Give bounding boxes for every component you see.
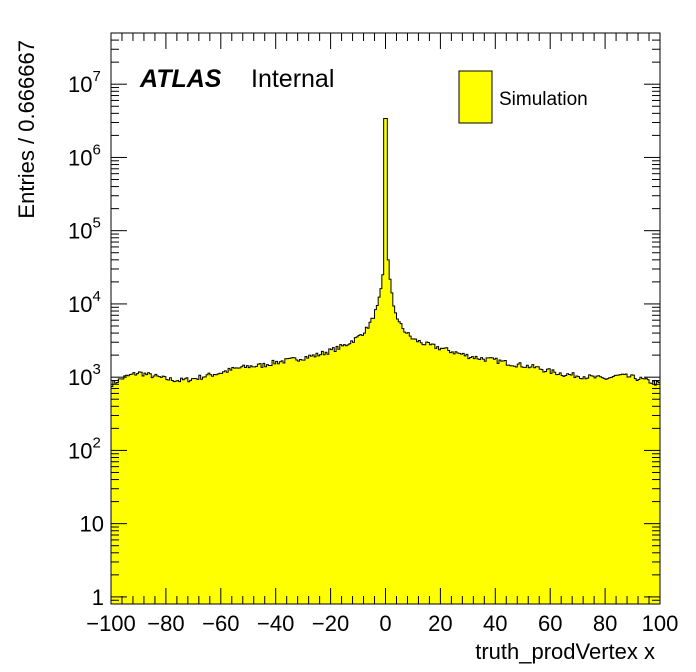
x-tick-label: −20 bbox=[312, 611, 349, 636]
y-axis-title: Entries / 0.666667 bbox=[14, 40, 39, 219]
histogram-fill bbox=[111, 118, 660, 604]
x-tick-label: −60 bbox=[202, 611, 239, 636]
y-tick-label: 103 bbox=[68, 361, 101, 390]
y-tick-label: 106 bbox=[68, 141, 101, 170]
x-tick-label: 100 bbox=[642, 611, 679, 636]
x-tick-label: −100 bbox=[86, 611, 136, 636]
y-axis-ticks: 1 10 102 103 104 105 106 107 bbox=[68, 32, 660, 610]
atlas-label: ATLAS bbox=[139, 65, 222, 93]
x-tick-label: 60 bbox=[538, 611, 562, 636]
y-tick-label: 102 bbox=[68, 434, 101, 463]
x-axis-title: truth_prodVertex x bbox=[475, 639, 655, 664]
x-axis-ticks: −100 −80 −60 −40 −20 0 20 40 60 80 100 bbox=[86, 33, 678, 636]
x-tick-label: −80 bbox=[147, 611, 184, 636]
x-tick-label: 20 bbox=[428, 611, 452, 636]
legend-swatch bbox=[458, 70, 493, 124]
y-tick-label: 107 bbox=[68, 68, 101, 97]
y-tick-label: 10 bbox=[80, 512, 104, 537]
y-tick-label: 105 bbox=[68, 215, 101, 244]
x-tick-label: 40 bbox=[483, 611, 507, 636]
histogram-outline bbox=[111, 118, 660, 387]
legend-entry-simulation: Simulation bbox=[499, 89, 588, 110]
internal-label: Internal bbox=[251, 65, 334, 93]
x-tick-label: 0 bbox=[379, 611, 391, 636]
y-tick-label: 1 bbox=[92, 585, 104, 610]
x-tick-label: −40 bbox=[257, 611, 294, 636]
y-tick-label: 104 bbox=[68, 288, 101, 317]
x-tick-label: 80 bbox=[593, 611, 617, 636]
